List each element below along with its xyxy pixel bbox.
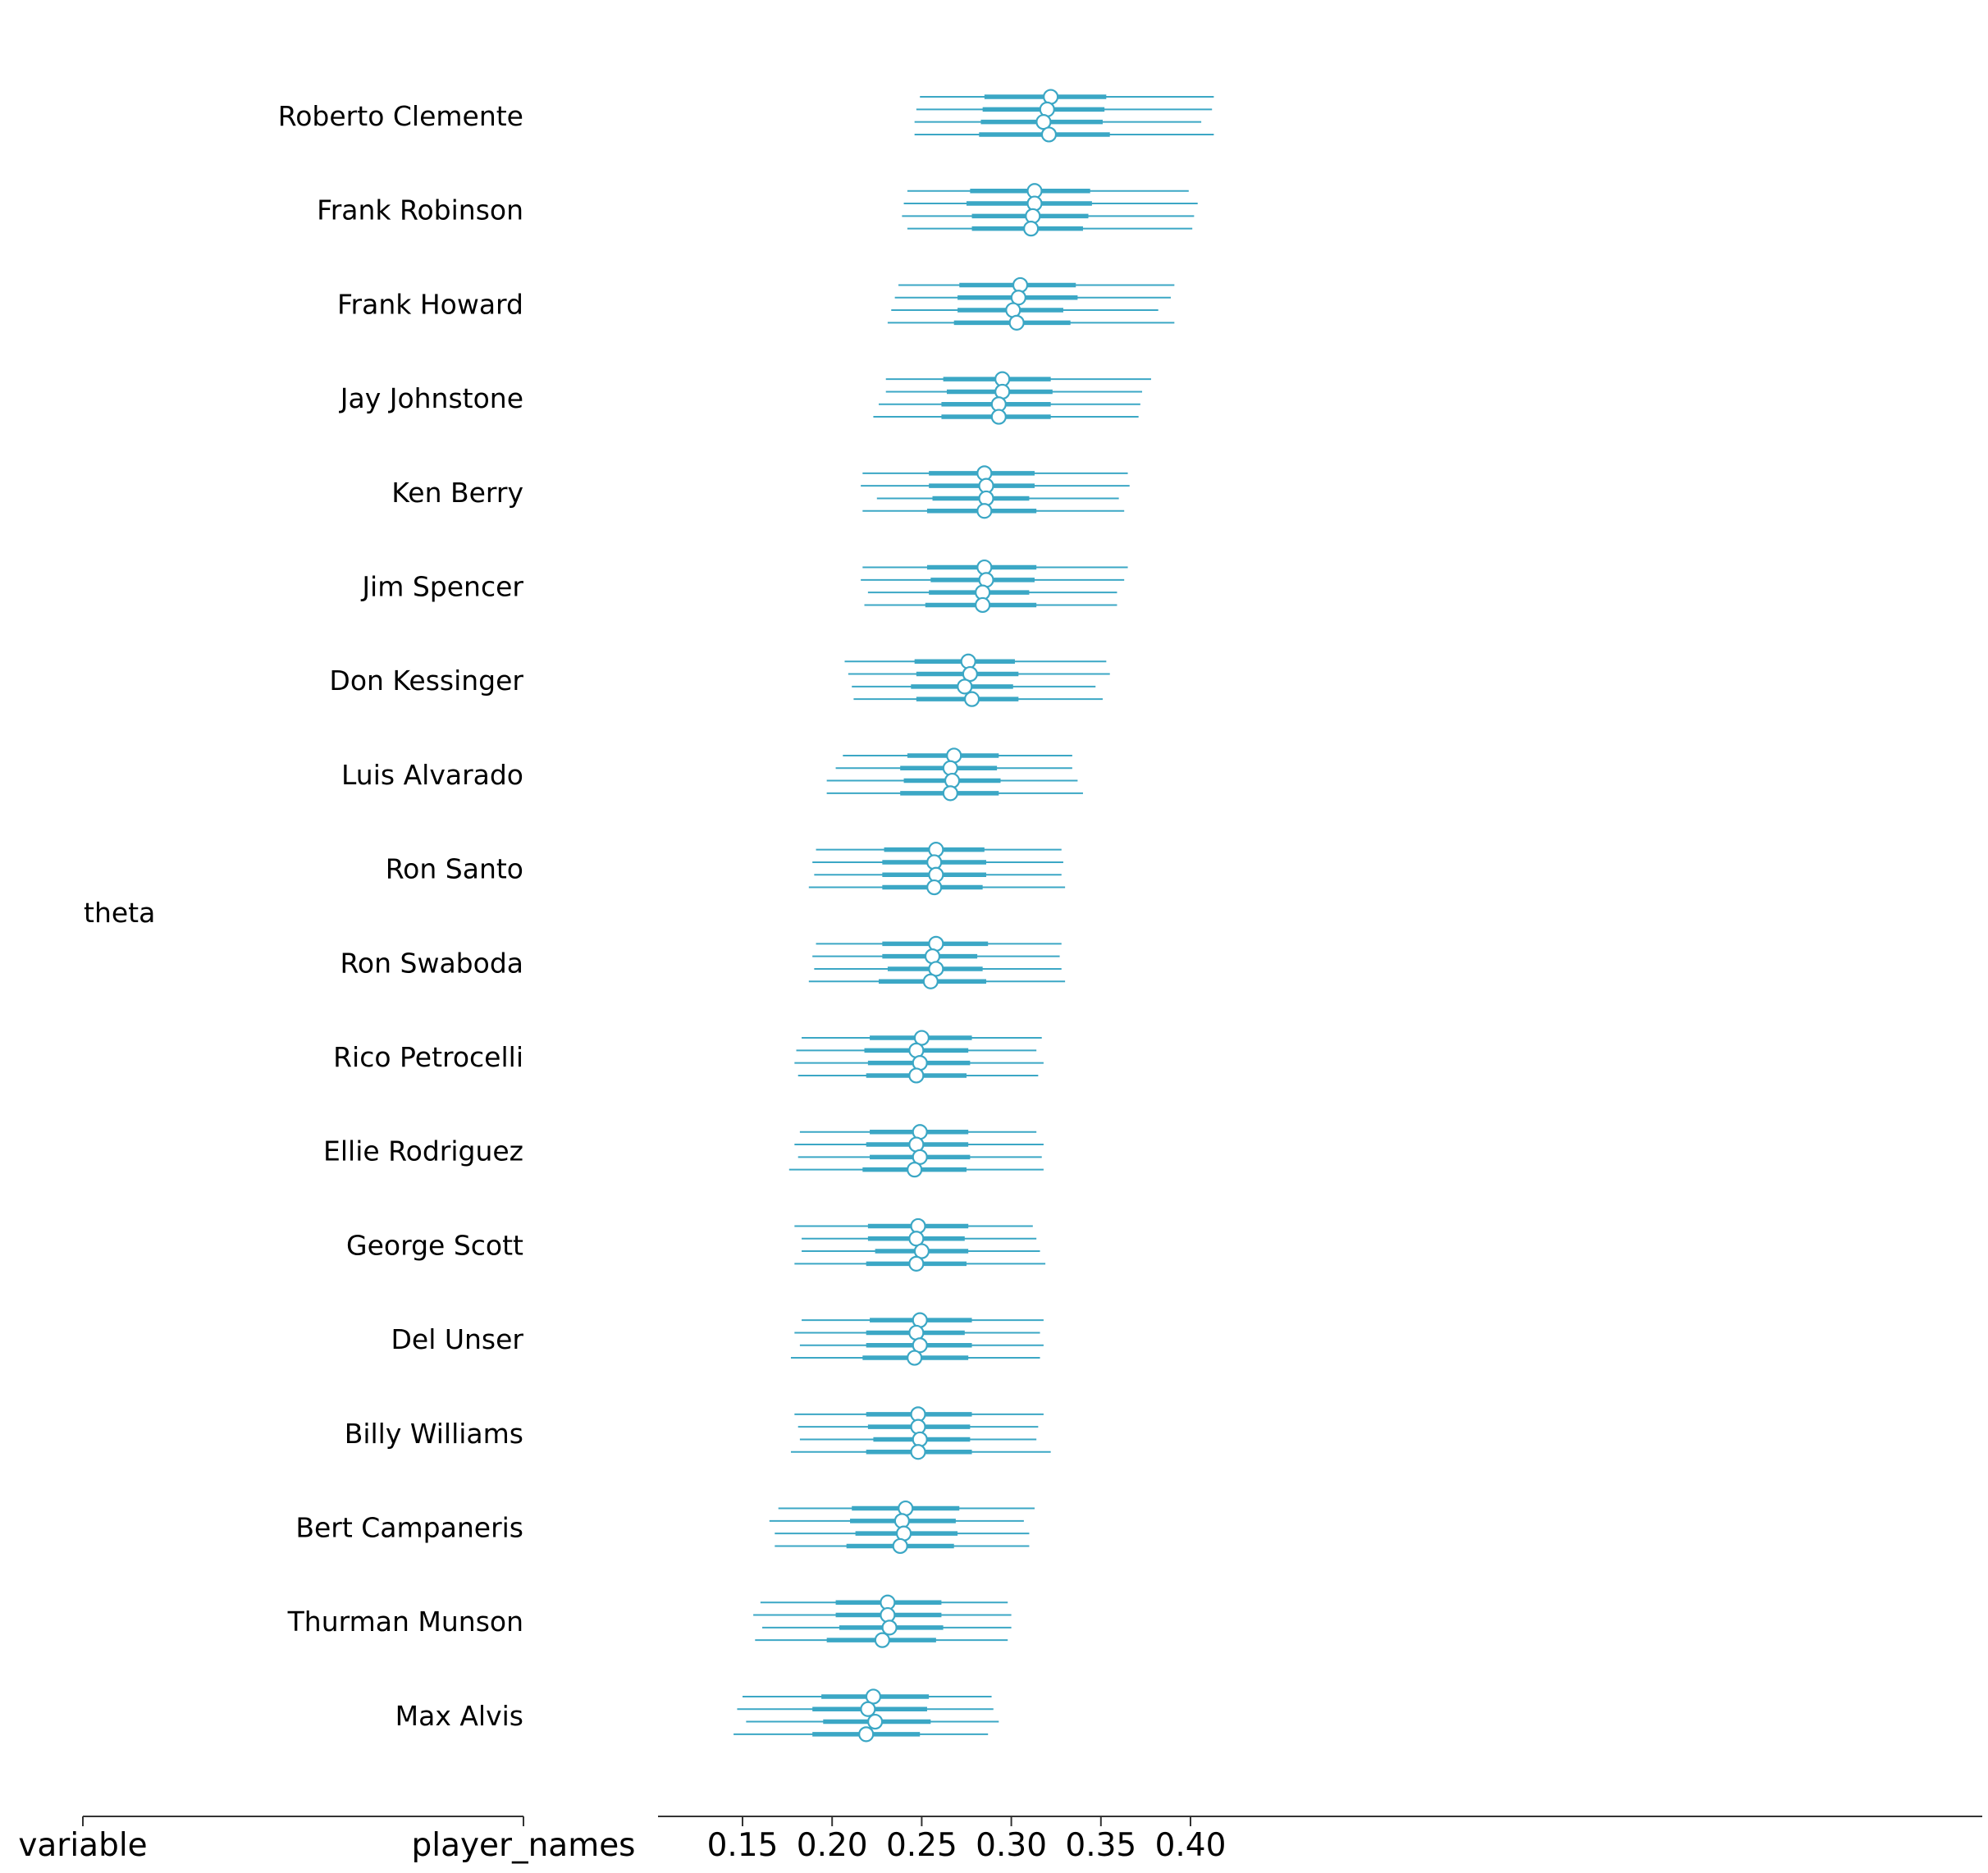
mean-marker	[990, 409, 1007, 425]
player-label: Frank Robinson	[317, 194, 523, 226]
mean-marker	[942, 760, 958, 776]
player-label: Thurman Munson	[287, 1606, 523, 1638]
mean-marker	[858, 1726, 875, 1743]
mean-marker	[1025, 208, 1041, 224]
player-label: Ron Santo	[386, 853, 523, 885]
mean-marker	[874, 1632, 890, 1648]
player-label: Ron Swaboda	[340, 947, 523, 979]
player-row	[826, 747, 1083, 802]
player-label: Luis Alvarado	[341, 759, 523, 791]
player-row	[734, 1688, 999, 1743]
mean-marker	[928, 842, 944, 858]
mean-marker	[892, 1537, 908, 1555]
mean-marker	[976, 559, 993, 576]
mean-marker	[960, 653, 976, 669]
player-label: Don Kessinger	[329, 665, 523, 697]
mean-marker	[928, 866, 944, 883]
mean-marker	[1012, 276, 1029, 294]
mean-marker	[907, 1162, 923, 1178]
mean-marker	[893, 1513, 910, 1529]
player-label: Ken Berry	[391, 477, 523, 509]
x-tick-label: 0.35	[1065, 1827, 1136, 1864]
x-tick-label: 0.15	[707, 1827, 779, 1864]
player-label: Rico Petrocelli	[333, 1041, 523, 1073]
player-row	[790, 1406, 1051, 1460]
mean-marker	[907, 1350, 923, 1366]
mean-marker	[867, 1713, 884, 1730]
player-row	[788, 1124, 1044, 1178]
player-row	[861, 559, 1128, 614]
player-label: George Scott	[346, 1229, 523, 1261]
player-row	[873, 371, 1151, 425]
player-row	[914, 89, 1214, 143]
mean-marker	[942, 785, 958, 802]
x-axis: variable player_names 0.15 0.20 0.25 0.30 0.…	[18, 1816, 1982, 1864]
mean-marker	[908, 1067, 925, 1084]
x-tick-label: 0.25	[886, 1827, 957, 1864]
player-label: Jay Johnstone	[339, 382, 523, 414]
mean-marker	[926, 879, 943, 896]
mean-marker	[880, 1606, 896, 1624]
player-row	[753, 1594, 1012, 1648]
mean-marker	[975, 596, 991, 614]
player-label: Bert Campaneris	[295, 1512, 523, 1544]
mean-marker	[910, 1444, 926, 1460]
player-row	[887, 276, 1175, 331]
player-label: Ellie Rodriguez	[323, 1135, 523, 1167]
mean-marker	[963, 691, 980, 707]
player-label: Roberto Clemente	[278, 100, 523, 132]
player-row	[844, 653, 1110, 707]
mean-marker	[1023, 221, 1040, 237]
mean-marker	[910, 1217, 926, 1235]
player-row	[902, 183, 1198, 237]
player-label: Max Alvis	[395, 1700, 523, 1732]
player-label-column: Roberto Clemente Frank Robinson Frank Howa…	[278, 100, 524, 1732]
mean-marker	[908, 1255, 925, 1272]
player-label: Frank Howard	[337, 288, 523, 320]
mean-marker	[957, 678, 973, 695]
player-row	[790, 1312, 1044, 1366]
mean-marker	[910, 1418, 926, 1435]
player-row	[794, 1217, 1046, 1272]
mean-marker	[1040, 126, 1058, 143]
mean-marker	[881, 1619, 898, 1636]
header-player-names-label: player_names	[411, 1827, 635, 1864]
mean-marker	[944, 772, 961, 789]
player-label: Jim Spencer	[360, 571, 523, 603]
player-row	[808, 935, 1066, 989]
header-variable-label: variable	[18, 1827, 147, 1864]
mean-marker	[926, 854, 943, 870]
mean-marker	[922, 973, 939, 989]
plot-area	[734, 89, 1214, 1743]
x-tick-label: 0.30	[976, 1827, 1047, 1864]
mean-marker	[912, 1431, 928, 1448]
mean-marker	[1008, 314, 1025, 331]
player-label: Billy Williams	[345, 1418, 523, 1450]
variable-name-label: theta	[84, 897, 155, 929]
player-row	[769, 1500, 1035, 1555]
player-row	[808, 842, 1066, 896]
mean-marker	[976, 503, 993, 519]
mean-marker	[860, 1701, 876, 1717]
player-row	[861, 465, 1130, 519]
player-label: Del Unser	[391, 1323, 523, 1355]
x-tick-label: 0.40	[1155, 1827, 1227, 1864]
mean-marker	[976, 465, 993, 482]
mean-marker	[978, 490, 994, 507]
mean-marker	[1026, 195, 1043, 212]
player-row	[794, 1030, 1044, 1084]
x-tick-label: 0.20	[797, 1827, 868, 1864]
